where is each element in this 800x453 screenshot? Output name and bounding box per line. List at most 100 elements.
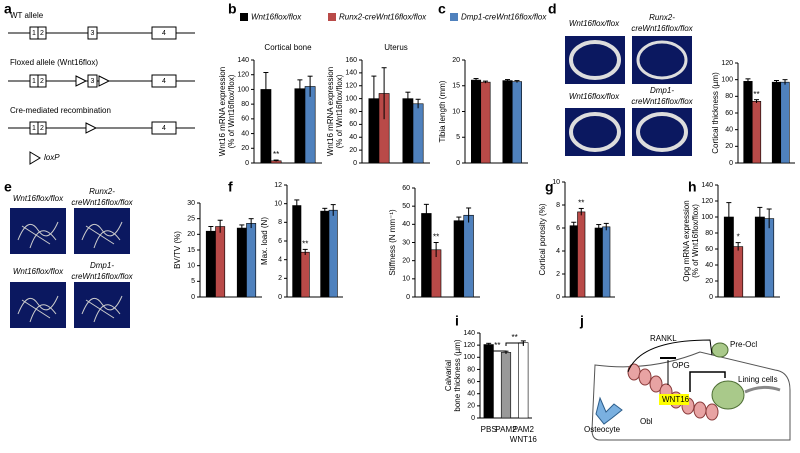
y-axis-label: Max. load (N) xyxy=(260,217,269,265)
y-tick-label: 20 xyxy=(241,145,249,152)
bar xyxy=(500,352,512,419)
y-axis-label: Stiffness (N mm⁻¹) xyxy=(388,209,397,276)
y-tick-label: 0 xyxy=(353,160,357,167)
bar xyxy=(754,216,765,298)
allele-label: Cre-mediated recombination xyxy=(10,106,111,115)
exon xyxy=(37,74,47,88)
y-tick-label: 140 xyxy=(237,57,249,64)
bar xyxy=(300,251,310,298)
y-tick-label: 60 xyxy=(725,110,733,117)
exon xyxy=(151,74,177,88)
y-tick-label: 0 xyxy=(471,415,475,422)
y-tick-label: 8 xyxy=(278,219,282,226)
bone-ring xyxy=(569,40,621,80)
bone-ring xyxy=(636,112,688,152)
y-tick-label: 160 xyxy=(345,57,357,64)
panel-letter: b xyxy=(228,1,237,17)
label: Osteocyte xyxy=(584,425,621,434)
label: RANKL xyxy=(650,334,677,343)
y-tick-label: 30 xyxy=(402,239,410,246)
y-tick-label: 6 xyxy=(278,238,282,245)
y-tick-label: 0 xyxy=(456,160,460,167)
y-tick-label: 40 xyxy=(402,221,410,228)
rankl-arrow xyxy=(627,339,713,373)
y-tick-label: 80 xyxy=(705,230,713,237)
bar xyxy=(421,213,432,298)
label: Pre-Ocl xyxy=(730,340,757,349)
y-tick-label: 15 xyxy=(452,83,460,90)
y-tick-label: 80 xyxy=(467,366,475,373)
y-tick-label: 40 xyxy=(241,130,249,137)
y-tick-label: 40 xyxy=(725,127,733,134)
bar xyxy=(518,342,529,419)
bar xyxy=(480,81,491,164)
significance: ** xyxy=(578,199,584,208)
bar xyxy=(602,226,611,298)
y-tick-label: 60 xyxy=(349,121,357,128)
image-caption: Dmp1- xyxy=(90,261,114,270)
y-tick-label: 20 xyxy=(467,403,475,410)
y-tick-label: 6 xyxy=(556,225,560,232)
exon xyxy=(151,26,177,40)
bar xyxy=(328,209,338,298)
y-tick-label: 0 xyxy=(709,294,713,301)
y-tick-label: 100 xyxy=(345,95,357,102)
panel-letter: i xyxy=(455,313,459,329)
allele-label: WT allele xyxy=(10,11,44,20)
y-tick-label: 2 xyxy=(278,275,282,282)
y-axis-label: bone thickness (µm) xyxy=(453,339,462,412)
x-tick-label: WNT16 xyxy=(510,435,538,444)
legend-label: Wnt16flox/flox xyxy=(251,13,302,22)
y-tick-label: 12 xyxy=(274,182,282,189)
bar xyxy=(577,211,586,298)
bar xyxy=(483,344,494,419)
osteoclast xyxy=(711,380,745,410)
wnt16-inhibit xyxy=(689,371,726,392)
panel-letter: f xyxy=(228,179,233,195)
y-axis-label: (% of Wnt16flox/flox) xyxy=(227,74,236,148)
exon-label: 3 xyxy=(91,30,95,37)
exon-label: 1 xyxy=(32,125,36,132)
image xyxy=(10,282,66,328)
lining-cell xyxy=(744,385,781,394)
y-tick-label: 20 xyxy=(705,278,713,285)
y-tick-label: 4 xyxy=(278,257,282,264)
bar xyxy=(470,79,482,164)
exon-label: 3 xyxy=(91,78,95,85)
image-caption: Dmp1- xyxy=(650,86,674,95)
bar xyxy=(511,81,522,164)
loxp xyxy=(98,75,111,87)
exon-label: 4 xyxy=(162,30,166,37)
y-tick-label: 120 xyxy=(463,342,475,349)
y-axis-label: Cortical thickness (µm) xyxy=(711,72,720,154)
y-tick-label: 120 xyxy=(721,60,733,67)
y-tick-label: 0 xyxy=(556,294,560,301)
image-caption: Wnt16flox/flox xyxy=(13,194,64,203)
trabeculae xyxy=(81,221,123,249)
image-caption: Runx2- xyxy=(649,13,675,22)
y-tick-label: 80 xyxy=(349,108,357,115)
y-tick-label: 25 xyxy=(187,216,195,223)
bar xyxy=(743,81,753,164)
exon xyxy=(87,26,98,40)
bar xyxy=(751,101,762,164)
image xyxy=(10,208,66,254)
exon xyxy=(37,26,47,40)
x-tick-label: PBS xyxy=(481,425,497,434)
bar xyxy=(205,230,216,298)
y-tick-label: 4 xyxy=(556,248,560,255)
chart-title: Uterus xyxy=(384,43,408,52)
trabeculae xyxy=(81,295,123,323)
y-tick-label: 140 xyxy=(701,182,713,189)
legend-swatch xyxy=(450,13,458,21)
loxp-key xyxy=(29,151,41,165)
chart-title: Cortical bone xyxy=(264,43,312,52)
y-tick-label: 40 xyxy=(349,134,357,141)
bone-ring xyxy=(569,112,621,152)
bar xyxy=(764,218,775,298)
label: WNT16 xyxy=(662,395,690,404)
y-tick-label: 10 xyxy=(274,201,282,208)
y-tick-label: 50 xyxy=(402,203,410,210)
image-caption: Wnt16flox/flox xyxy=(569,92,620,101)
significance: ** xyxy=(273,150,279,159)
